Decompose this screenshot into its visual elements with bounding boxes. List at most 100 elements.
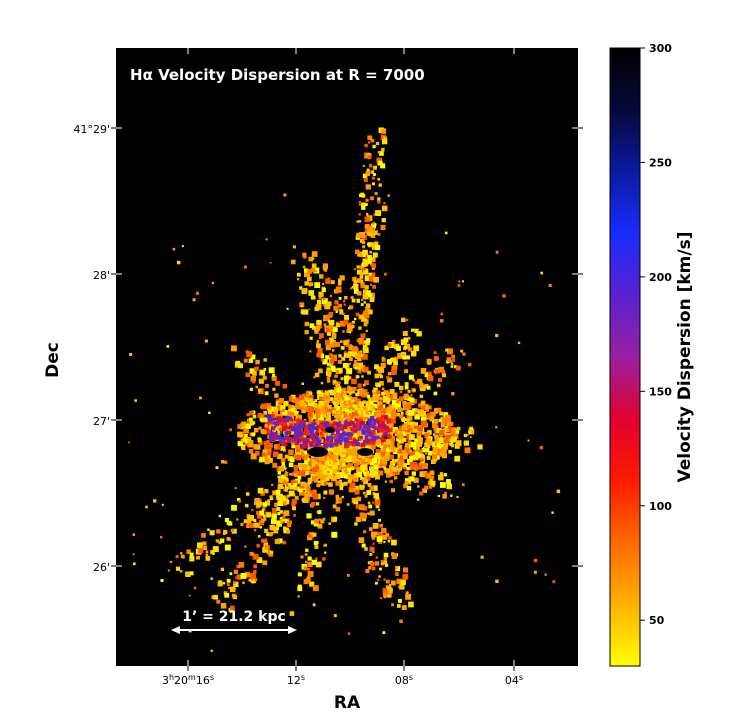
- emission-pixel: [167, 569, 170, 572]
- emission-pixel: [426, 437, 431, 443]
- emission-pixel: [356, 232, 362, 238]
- emission-pixel: [338, 381, 341, 385]
- emission-pixel: [450, 494, 453, 497]
- emission-pixel: [378, 373, 382, 377]
- emission-pixel: [340, 396, 346, 401]
- emission-pixel: [349, 393, 352, 396]
- emission-pixel: [364, 494, 368, 498]
- emission-pixel: [398, 396, 404, 401]
- emission-pixel: [268, 551, 274, 557]
- emission-pixel: [272, 526, 278, 532]
- emission-pixel: [456, 495, 459, 499]
- emission-pixel: [328, 353, 333, 357]
- emission-pixel: [375, 581, 378, 585]
- emission-pixel: [314, 270, 317, 273]
- emission-pixel: [371, 566, 376, 571]
- emission-pixel: [374, 404, 379, 408]
- emission-pixel: [327, 370, 332, 375]
- emission-pixel: [324, 445, 328, 449]
- emission-pixel: [431, 454, 437, 460]
- emission-pixel: [299, 286, 303, 290]
- emission-pixel: [245, 423, 251, 429]
- emission-pixel: [348, 407, 351, 410]
- emission-pixel: [376, 390, 381, 395]
- emission-pixel: [390, 580, 396, 586]
- emission-pixel: [355, 398, 361, 404]
- emission-pixel: [351, 320, 355, 324]
- emission-pixel: [372, 245, 376, 250]
- emission-pixel: [367, 242, 371, 246]
- emission-pixel: [369, 401, 374, 405]
- emission-pixel: [355, 504, 361, 509]
- emission-pixel: [311, 414, 317, 420]
- emission-pixel: [203, 546, 208, 551]
- emission-pixel: [348, 387, 354, 392]
- emission-pixel: [382, 139, 388, 145]
- emission-pixel: [405, 593, 412, 600]
- emission-pixel: [246, 413, 250, 417]
- emission-pixel: [361, 428, 365, 432]
- emission-pixel: [315, 466, 320, 471]
- emission-pixel: [277, 428, 282, 434]
- emission-pixel: [329, 466, 333, 470]
- emission-pixel: [272, 451, 279, 458]
- emission-pixel: [133, 562, 136, 566]
- emission-pixel: [186, 549, 191, 554]
- emission-pixel: [363, 318, 366, 321]
- emission-pixel: [161, 503, 164, 506]
- emission-pixel: [346, 415, 350, 419]
- emission-pixel: [243, 441, 246, 444]
- emission-pixel: [308, 308, 311, 310]
- emission-pixel: [296, 434, 299, 437]
- emission-pixel: [446, 479, 451, 484]
- emission-pixel: [445, 414, 451, 420]
- y-tick-label: 28': [93, 269, 110, 282]
- emission-pixel: [386, 406, 392, 413]
- emission-pixel: [354, 522, 358, 526]
- emission-pixel: [407, 389, 411, 393]
- emission-pixel: [330, 342, 336, 348]
- emission-pixel: [246, 520, 252, 526]
- emission-pixel: [390, 412, 397, 418]
- emission-pixel: [311, 559, 317, 565]
- emission-pixel: [384, 480, 387, 483]
- emission-pixel: [375, 556, 378, 559]
- emission-pixel: [261, 403, 267, 410]
- emission-pixel: [343, 340, 348, 345]
- emission-pixel: [235, 360, 240, 366]
- emission-pixel: [317, 347, 323, 354]
- emission-pixel: [401, 418, 405, 422]
- scale-bar: 1’ = 21.2 kpc: [171, 609, 297, 634]
- emission-pixel: [410, 467, 413, 470]
- emission-pixel: [312, 402, 318, 408]
- emission-pixel: [268, 419, 273, 425]
- emission-pixel: [413, 408, 418, 412]
- emission-pixel: [305, 460, 310, 466]
- emission-pixel: [463, 440, 469, 446]
- emission-pixel: [289, 471, 293, 475]
- emission-pixel: [245, 442, 249, 446]
- emission-pixel: [296, 278, 300, 281]
- emission-pixel: [389, 443, 395, 449]
- emission-pixel: [343, 320, 349, 325]
- emission-pixel: [291, 259, 296, 265]
- emission-pixel: [368, 527, 373, 531]
- emission-pixel: [362, 389, 368, 394]
- emission-pixel: [264, 458, 270, 465]
- emission-pixel: [300, 420, 304, 424]
- emission-pixel: [237, 440, 243, 447]
- emission-pixel: [334, 415, 337, 418]
- emission-pixel: [399, 390, 403, 394]
- emission-pixel: [381, 562, 384, 566]
- emission-pixel: [358, 201, 361, 204]
- emission-pixel: [357, 383, 362, 388]
- emission-pixel: [312, 466, 318, 472]
- emission-pixel: [375, 504, 380, 509]
- emission-pixel: [462, 352, 466, 356]
- emission-pixel: [346, 448, 352, 455]
- emission-pixel: [334, 341, 340, 347]
- emission-pixel: [544, 573, 547, 576]
- emission-pixel: [368, 309, 373, 315]
- emission-pixel: [404, 361, 408, 365]
- emission-pixel: [324, 551, 327, 554]
